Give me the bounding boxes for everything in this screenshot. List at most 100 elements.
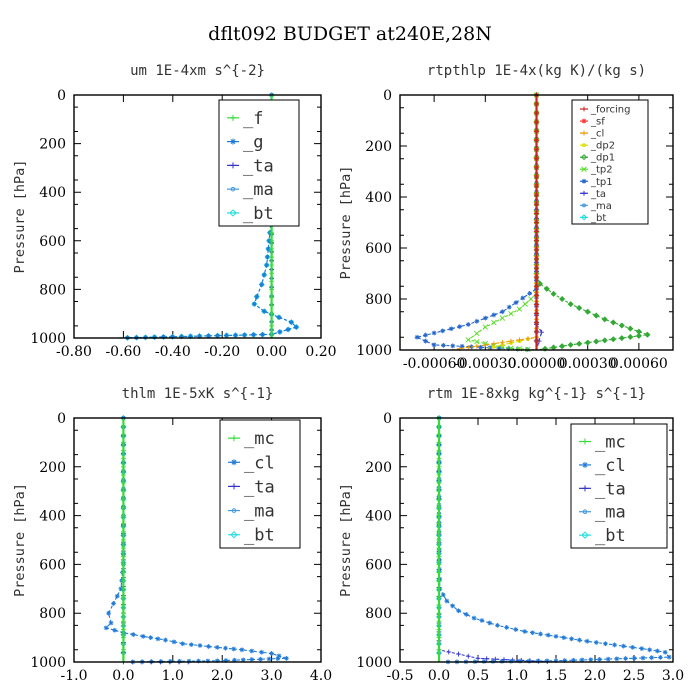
- data-point: [224, 333, 229, 338]
- data-point: [610, 336, 617, 343]
- series-line-cl: [105, 418, 287, 663]
- data-point: [465, 653, 471, 659]
- data-point: [559, 295, 566, 303]
- data-point: [450, 343, 456, 349]
- x-tick-label: 1.0: [506, 668, 528, 684]
- data-point: [534, 201, 539, 207]
- data-point: [495, 623, 500, 628]
- data-point: [584, 339, 591, 346]
- data-point: [436, 553, 442, 559]
- data-point: [288, 319, 294, 325]
- data-point: [121, 464, 126, 470]
- data-point: [276, 314, 282, 320]
- data-point: [534, 292, 539, 298]
- data-point: [534, 329, 539, 335]
- y-tick-label: 0: [383, 88, 392, 104]
- legend-label: _cl: [590, 129, 604, 140]
- x-tick-label: 0.00000: [508, 356, 566, 372]
- data-point: [269, 230, 274, 236]
- data-point: [436, 562, 442, 567]
- data-point: [475, 655, 481, 661]
- data-point: [121, 456, 126, 462]
- data-point: [534, 174, 539, 180]
- legend-marker: [581, 531, 589, 539]
- data-point: [188, 642, 194, 648]
- data-point: [121, 488, 126, 494]
- data-point: [436, 529, 442, 535]
- x-tick-label: -0.00030: [454, 356, 517, 372]
- data-point: [522, 301, 528, 307]
- data-point: [534, 256, 539, 262]
- data-point: [459, 343, 465, 349]
- data-point: [269, 262, 274, 268]
- data-point: [576, 304, 583, 311]
- legend-label: _dp2: [590, 141, 615, 152]
- data-point: [436, 505, 442, 510]
- x-tick-label: 2.0: [211, 668, 233, 684]
- data-point: [631, 655, 637, 661]
- data-point: [223, 645, 228, 651]
- data-point: [436, 578, 442, 584]
- panel-3: thlm 1E-5xK s^{-1} Pressure [hPa] 0 200 400 6…: [12, 386, 332, 684]
- data-point: [553, 633, 559, 639]
- data-point: [266, 238, 272, 244]
- data-point: [496, 345, 502, 351]
- data-point: [635, 332, 642, 339]
- legend-marker: [230, 531, 238, 539]
- data-point: [214, 658, 220, 664]
- legend-label: _ta: [243, 156, 274, 176]
- data-point: [534, 147, 539, 153]
- data-point: [491, 312, 497, 318]
- data-point: [666, 654, 672, 660]
- legend-marker: [582, 203, 586, 208]
- data-point: [517, 658, 523, 664]
- data-point: [527, 290, 533, 296]
- data-point: [588, 657, 594, 663]
- data-point: [618, 335, 625, 342]
- data-point: [491, 344, 496, 349]
- data-point: [196, 658, 201, 664]
- data-point: [112, 627, 118, 633]
- data-point: [655, 648, 660, 654]
- data-point: [436, 618, 442, 624]
- data-point: [621, 643, 626, 649]
- y-tick-label: 0: [57, 411, 66, 427]
- data-point: [474, 318, 480, 324]
- x-tick-label: 2.5: [623, 668, 645, 684]
- data-point: [499, 339, 505, 345]
- x-tick-label: 2.0: [584, 668, 606, 684]
- legend-label: _ma: [590, 201, 612, 212]
- data-point: [260, 332, 265, 337]
- x-tick-label: 3.0: [662, 668, 684, 684]
- x-tick-label: 1.5: [545, 668, 567, 684]
- data-point: [259, 649, 265, 655]
- legend-label: _ta: [595, 479, 626, 499]
- x-tick-label: 4.0: [310, 668, 332, 684]
- y-tick-label: 200: [39, 137, 66, 153]
- data-point: [111, 601, 116, 606]
- legend-marker: [231, 435, 237, 442]
- data-point: [534, 210, 539, 216]
- data-point: [186, 658, 192, 664]
- plot-frame: [399, 417, 674, 663]
- data-point: [534, 229, 539, 235]
- data-point: [639, 646, 645, 651]
- data-point: [491, 341, 497, 347]
- y-tick-label: 800: [365, 292, 392, 308]
- data-point: [121, 505, 126, 510]
- data-point: [601, 337, 608, 344]
- data-point: [148, 635, 153, 640]
- data-point: [506, 346, 511, 352]
- data-point: [285, 327, 291, 332]
- data-point: [561, 635, 567, 640]
- y-tick-label: 1000: [356, 343, 392, 359]
- data-point: [534, 220, 539, 225]
- data-point: [610, 319, 617, 326]
- data-point: [233, 332, 238, 338]
- data-point: [593, 312, 600, 319]
- data-point: [269, 278, 274, 284]
- data-point: [121, 553, 126, 559]
- x-tick-label: 0.00060: [610, 356, 668, 372]
- data-point: [269, 287, 274, 292]
- data-point: [423, 332, 428, 338]
